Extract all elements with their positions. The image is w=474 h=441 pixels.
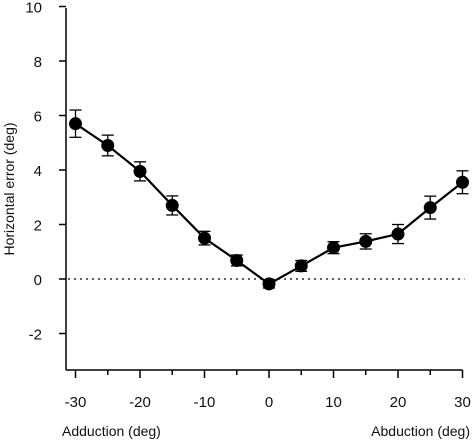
data-point	[359, 234, 373, 248]
y-tick-label: -2	[29, 327, 42, 344]
x-tick-label: 30	[454, 394, 471, 411]
data-point	[198, 231, 211, 245]
y-tick-label: 2	[34, 218, 42, 235]
x-ticks: -30 -20 -10 0 10 20 30	[65, 370, 471, 411]
series-layer	[69, 109, 469, 291]
y-tick-label: 4	[34, 163, 42, 180]
data-point	[101, 138, 115, 152]
x-tick-label: -20	[129, 394, 151, 411]
x-axis-label-abduction: Abduction (deg)	[371, 423, 470, 439]
y-axis-label: Horizontal error (deg)	[1, 122, 17, 255]
y-tick-label: 8	[34, 54, 42, 71]
data-point	[456, 175, 469, 189]
y-tick-label: 10	[25, 0, 42, 17]
x-tick-label: -10	[194, 394, 216, 411]
x-tick-label: 0	[265, 394, 273, 411]
series-line	[74, 122, 464, 286]
data-point	[423, 201, 437, 215]
x-tick-label: -30	[65, 394, 87, 411]
data-point	[327, 241, 340, 255]
data-point	[391, 227, 405, 241]
data-point	[230, 253, 244, 267]
y-ticks: -2 0 2 4 6 8 10	[25, 0, 66, 344]
data-point	[262, 277, 276, 291]
x-tick-label: 20	[390, 394, 407, 411]
data-point	[133, 164, 147, 178]
x-axis-label-adduction: Adduction (deg)	[62, 423, 161, 439]
data-point	[165, 198, 179, 212]
y-tick-label: 0	[34, 272, 42, 289]
data-point	[294, 259, 308, 273]
x-tick-label: 10	[325, 394, 342, 411]
y-tick-label: 6	[34, 109, 42, 126]
data-point	[69, 117, 82, 131]
